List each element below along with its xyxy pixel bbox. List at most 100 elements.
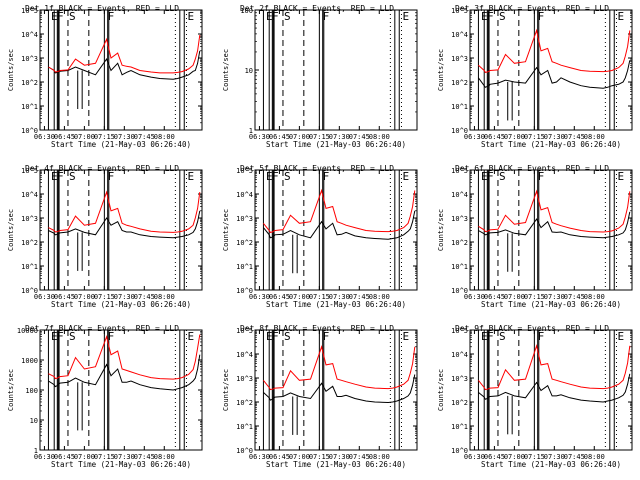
panel-title: Det 6f BLACK = Events, RED = LLD xyxy=(455,164,609,173)
plot-frame xyxy=(39,9,203,131)
x-tick-label: 06:30 xyxy=(464,293,485,301)
x-tick-label: 07:30 xyxy=(544,133,565,141)
event-marker-label: E xyxy=(187,10,194,23)
event-marker-label: F xyxy=(108,10,115,23)
x-tick-label: 07:00 xyxy=(504,133,525,141)
x-tick-label: 07:45 xyxy=(564,453,585,461)
panel-title: Det 1f BLACK = Events, RED = LLD xyxy=(25,4,179,13)
x-tick-label: 06:45 xyxy=(269,133,290,141)
events-series-line xyxy=(48,50,201,80)
plot-frame xyxy=(39,169,203,291)
x-tick-label: 07:15 xyxy=(94,293,115,301)
event-marker-label: S xyxy=(499,330,506,343)
event-marker-label: E xyxy=(51,10,58,23)
y-tick-label: 10^4 xyxy=(236,191,253,199)
x-tick-label: 07:00 xyxy=(74,133,95,141)
y-axis-label: Counts/sec xyxy=(222,369,230,411)
x-tick-label: 06:30 xyxy=(34,133,55,141)
plot-frame xyxy=(469,329,633,451)
y-tick-label: 10^3 xyxy=(21,215,38,223)
y-tick-label: 100 xyxy=(240,7,253,15)
event-marker-label: F xyxy=(323,330,330,343)
x-axis-label: Start Time (21-May-03 06:26:40) xyxy=(51,140,191,149)
panel-title: Det 5f BLACK = Events, RED = LLD xyxy=(240,164,394,173)
y-tick-label: 10^4 xyxy=(451,351,468,359)
y-tick-label: 10^3 xyxy=(21,55,38,63)
event-marker-label: S xyxy=(284,10,291,23)
plot-frame xyxy=(254,329,418,451)
y-tick-label: 10^1 xyxy=(451,263,468,271)
event-marker-label: F xyxy=(57,330,64,343)
lld-series-line xyxy=(48,334,201,380)
x-tick-label: 06:30 xyxy=(249,453,270,461)
x-axis-label: Start Time (21-May-03 06:26:40) xyxy=(51,300,191,309)
x-tick-label: 07:15 xyxy=(94,133,115,141)
x-tick-label: 08:00 xyxy=(369,293,390,301)
event-marker-label: S xyxy=(69,170,76,183)
x-tick-label: 08:00 xyxy=(154,133,175,141)
event-marker-label: E xyxy=(481,10,488,23)
lld-series-line xyxy=(478,189,631,233)
y-tick-label: 10^2 xyxy=(451,399,468,407)
event-marker-label: F xyxy=(487,170,494,183)
detector-panel: Det 2f BLACK = Events, RED = LLD Counts/s… xyxy=(222,4,418,149)
event-marker-label: E xyxy=(481,170,488,183)
event-marker-label: E xyxy=(617,330,624,343)
event-marker-label: E xyxy=(266,10,273,23)
x-tick-label: 07:00 xyxy=(289,133,310,141)
x-tick-label: 06:30 xyxy=(34,453,55,461)
x-tick-label: 07:00 xyxy=(74,453,95,461)
x-tick-label: 07:00 xyxy=(74,293,95,301)
x-tick-label: 07:30 xyxy=(544,293,565,301)
x-axis-label: Start Time (21-May-03 06:26:40) xyxy=(481,300,621,309)
x-tick-label: 07:30 xyxy=(114,453,135,461)
detector-panel: Det 6f BLACK = Events, RED = LLD Counts/s… xyxy=(437,164,633,309)
x-tick-label: 06:30 xyxy=(34,293,55,301)
x-tick-label: 06:30 xyxy=(249,293,270,301)
y-tick-label: 10^0 xyxy=(21,127,38,135)
y-tick-label: 10^5 xyxy=(451,7,468,15)
y-tick-label: 10^4 xyxy=(21,191,38,199)
y-tick-label: 10^2 xyxy=(21,239,38,247)
event-marker-label: S xyxy=(284,330,291,343)
y-tick-label: 10^1 xyxy=(451,103,468,111)
x-tick-label: 07:30 xyxy=(329,453,350,461)
events-series-line xyxy=(263,374,416,404)
events-series-line xyxy=(48,210,201,239)
y-tick-label: 10^2 xyxy=(21,79,38,87)
x-tick-label: 07:30 xyxy=(544,453,565,461)
x-tick-label: 07:15 xyxy=(309,293,330,301)
y-tick-label: 10^1 xyxy=(236,423,253,431)
y-axis-label: Counts/sec xyxy=(437,369,445,411)
y-tick-label: 10^2 xyxy=(236,399,253,407)
x-tick-label: 06:45 xyxy=(269,293,290,301)
x-tick-label: 08:00 xyxy=(369,133,390,141)
event-marker-label: F xyxy=(108,330,115,343)
x-tick-label: 07:00 xyxy=(289,293,310,301)
event-marker-label: E xyxy=(266,330,273,343)
y-tick-label: 10^5 xyxy=(21,7,38,15)
y-tick-label: 10^1 xyxy=(236,263,253,271)
y-tick-label: 10^0 xyxy=(236,447,253,455)
x-tick-label: 07:15 xyxy=(524,293,545,301)
event-marker-label: F xyxy=(108,170,115,183)
event-marker-label: S xyxy=(69,330,76,343)
event-marker-label: E xyxy=(617,10,624,23)
x-tick-label: 08:00 xyxy=(584,293,605,301)
event-marker-label: F xyxy=(57,170,64,183)
y-axis-label: Counts/sec xyxy=(222,209,230,251)
y-axis-label: Counts/sec xyxy=(7,209,15,251)
x-tick-label: 06:45 xyxy=(54,293,75,301)
event-marker-label: S xyxy=(499,170,506,183)
x-tick-label: 06:45 xyxy=(484,293,505,301)
y-tick-label: 10^1 xyxy=(21,103,38,111)
events-series-line xyxy=(478,373,631,403)
x-tick-label: 07:45 xyxy=(134,133,155,141)
y-axis-label: Counts/sec xyxy=(437,49,445,91)
x-tick-label: 08:00 xyxy=(154,293,175,301)
y-tick-label: 10 xyxy=(245,67,253,75)
y-tick-label: 10^3 xyxy=(451,375,468,383)
lld-series-line xyxy=(263,345,416,391)
x-tick-label: 07:30 xyxy=(329,293,350,301)
y-tick-label: 10^5 xyxy=(451,167,468,175)
